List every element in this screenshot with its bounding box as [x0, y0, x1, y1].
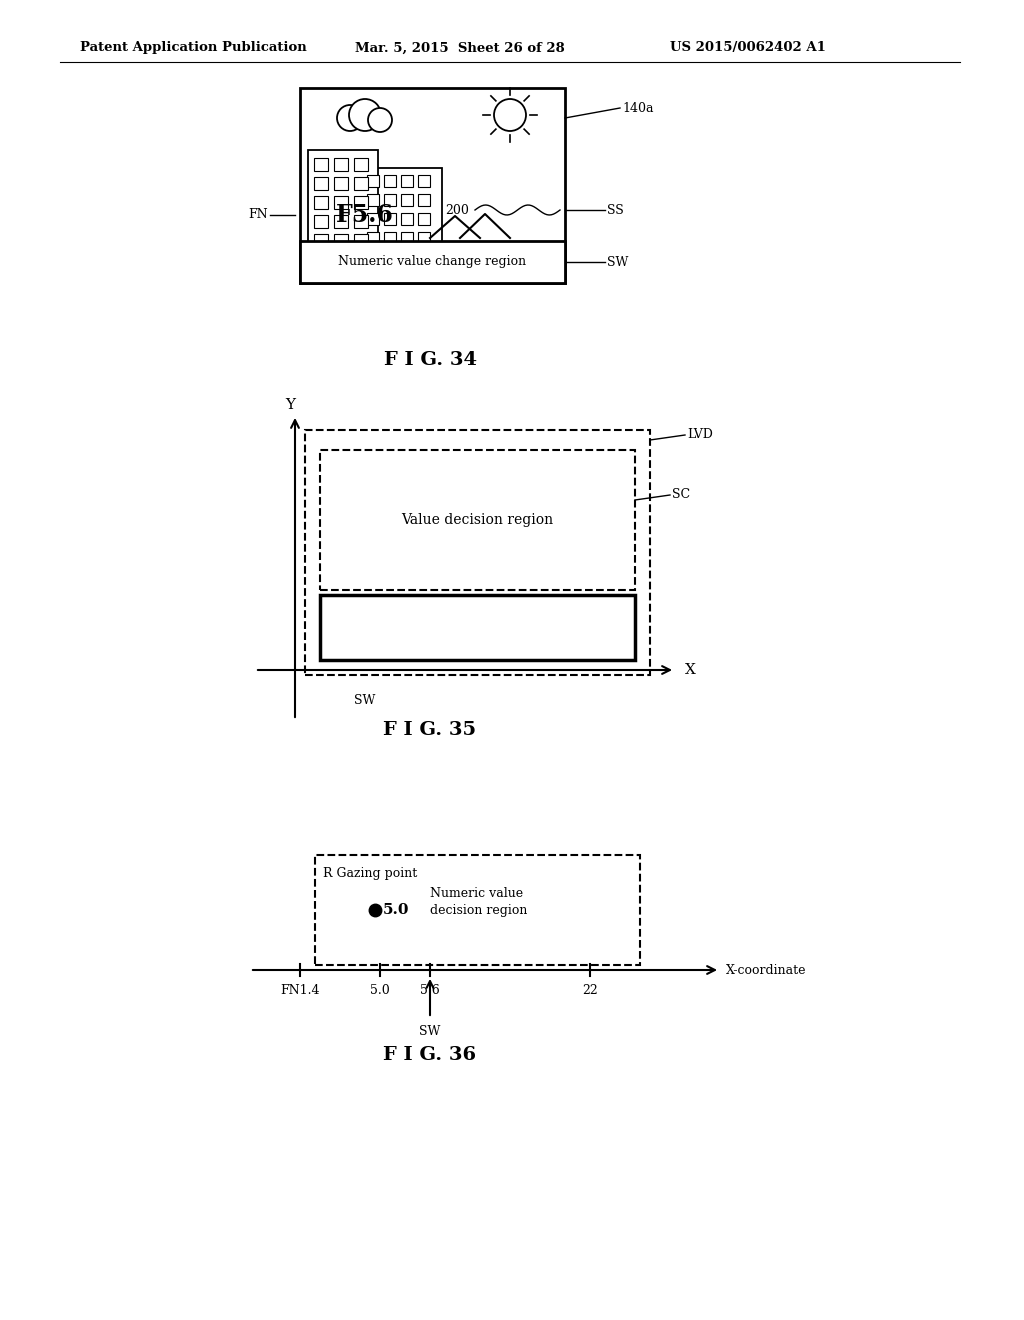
- Text: SW: SW: [354, 693, 376, 706]
- Text: Value decision region: Value decision region: [401, 513, 554, 527]
- Bar: [401, 176, 413, 187]
- Bar: [384, 213, 396, 224]
- Bar: [354, 177, 368, 190]
- Bar: [334, 234, 348, 247]
- Bar: [418, 213, 430, 224]
- Circle shape: [337, 106, 362, 131]
- Bar: [401, 194, 413, 206]
- Text: F I G. 34: F I G. 34: [384, 351, 476, 370]
- Bar: [384, 232, 396, 244]
- Text: US 2015/0062402 A1: US 2015/0062402 A1: [670, 41, 826, 54]
- Bar: [305, 430, 650, 675]
- Bar: [367, 176, 379, 187]
- Text: Numeric value
change region: Numeric value change region: [430, 612, 523, 643]
- Bar: [314, 158, 328, 172]
- Bar: [334, 177, 348, 190]
- Bar: [384, 194, 396, 206]
- Bar: [384, 176, 396, 187]
- Text: 200: 200: [437, 598, 463, 611]
- Bar: [367, 232, 379, 244]
- Text: X: X: [685, 663, 696, 677]
- Bar: [334, 158, 348, 172]
- Circle shape: [494, 99, 526, 131]
- Bar: [418, 194, 430, 206]
- Bar: [314, 177, 328, 190]
- Bar: [334, 195, 348, 209]
- Text: Patent Application Publication: Patent Application Publication: [80, 41, 307, 54]
- Text: LVD: LVD: [687, 429, 713, 441]
- Text: F5.6: F5.6: [340, 598, 371, 611]
- Bar: [314, 195, 328, 209]
- Circle shape: [349, 99, 381, 131]
- Text: FN: FN: [249, 209, 268, 222]
- Text: SW: SW: [419, 1026, 440, 1038]
- Bar: [354, 195, 368, 209]
- Text: R Gazing point: R Gazing point: [323, 866, 417, 879]
- Bar: [314, 234, 328, 247]
- Bar: [300, 88, 565, 282]
- Bar: [401, 213, 413, 224]
- Text: Y: Y: [285, 399, 295, 412]
- Text: F I G. 36: F I G. 36: [383, 1045, 476, 1064]
- Text: 5.6: 5.6: [420, 983, 440, 997]
- Text: 5.0: 5.0: [370, 983, 390, 997]
- Text: SW: SW: [607, 256, 629, 268]
- Bar: [362, 168, 442, 255]
- Bar: [354, 234, 368, 247]
- Circle shape: [368, 108, 392, 132]
- Text: F I G. 35: F I G. 35: [383, 721, 476, 739]
- Bar: [300, 242, 565, 282]
- Text: Numeric value change region: Numeric value change region: [339, 256, 526, 268]
- Text: 140a: 140a: [622, 102, 653, 115]
- Bar: [314, 215, 328, 228]
- Bar: [401, 232, 413, 244]
- Text: X-coordinate: X-coordinate: [726, 964, 807, 977]
- Bar: [367, 213, 379, 224]
- Text: 22: 22: [582, 983, 598, 997]
- Bar: [319, 450, 635, 590]
- Text: Mar. 5, 2015  Sheet 26 of 28: Mar. 5, 2015 Sheet 26 of 28: [355, 41, 565, 54]
- Text: 5.0: 5.0: [383, 903, 410, 917]
- Bar: [319, 595, 635, 660]
- Bar: [354, 158, 368, 172]
- Text: Numeric value
decision region: Numeric value decision region: [430, 887, 527, 917]
- Bar: [418, 232, 430, 244]
- Text: F5.6: F5.6: [336, 203, 394, 227]
- Bar: [354, 215, 368, 228]
- Bar: [367, 194, 379, 206]
- Text: SS: SS: [607, 203, 624, 216]
- Bar: [308, 150, 378, 255]
- Bar: [334, 215, 348, 228]
- Bar: [418, 176, 430, 187]
- Text: 200: 200: [445, 203, 469, 216]
- Text: SC: SC: [672, 488, 690, 502]
- Text: F5.6: F5.6: [350, 620, 380, 634]
- Text: FN1.4: FN1.4: [281, 983, 319, 997]
- Bar: [315, 855, 640, 965]
